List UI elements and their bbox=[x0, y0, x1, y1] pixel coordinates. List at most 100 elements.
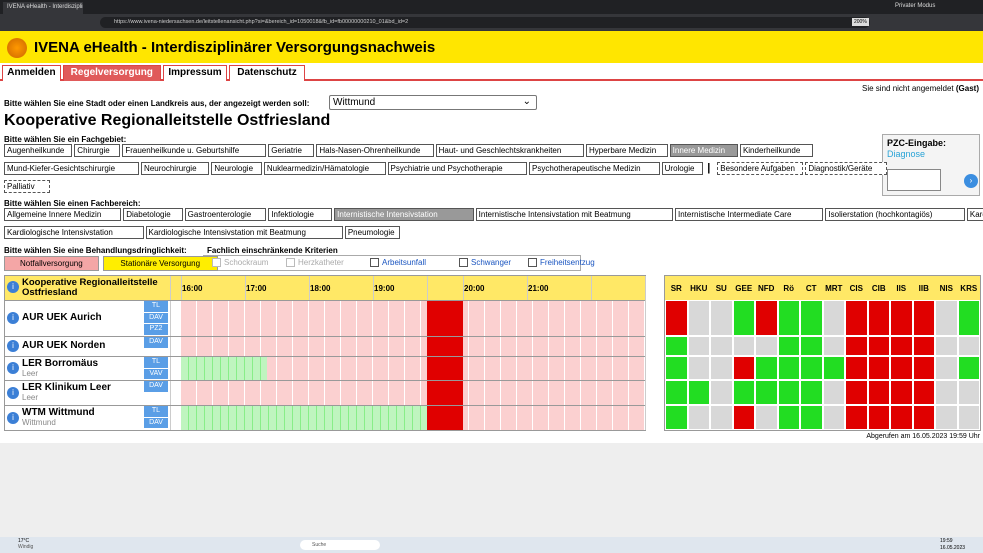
filter-button[interactable]: Infektiologie bbox=[268, 208, 333, 221]
city-selected: Wittmund bbox=[333, 97, 376, 108]
pzc-go[interactable]: › bbox=[964, 174, 978, 188]
pzc-input[interactable] bbox=[887, 169, 941, 191]
hospital-name[interactable]: LER Klinikum Leer bbox=[22, 382, 111, 393]
filter-button[interactable]: Besondere Aufgaben bbox=[717, 162, 804, 175]
filter-button[interactable]: Allgemeine Innere Medizin bbox=[4, 208, 122, 221]
status-column: HKU bbox=[690, 284, 708, 293]
filter-button[interactable]: Nuklearmedizin/Hämatologie bbox=[263, 162, 386, 175]
filter-button[interactable]: Internistische Intensivstation bbox=[334, 208, 474, 221]
filter-button[interactable]: Neurochirurgie bbox=[141, 162, 210, 175]
tab-bar: IVENA eHealth - Interdisziplinä Privater… bbox=[0, 0, 983, 14]
filter-button[interactable]: Hyperbare Medizin bbox=[586, 144, 668, 157]
tag[interactable]: TL bbox=[144, 406, 168, 417]
checkbox[interactable] bbox=[528, 258, 537, 267]
info-icon[interactable]: i bbox=[7, 281, 19, 293]
status-cell bbox=[800, 356, 823, 380]
filter-button[interactable]: Psychotherapeutische Medizin bbox=[529, 162, 660, 175]
status-cell bbox=[732, 300, 755, 336]
browser-tab[interactable]: IVENA eHealth - Interdisziplinä bbox=[3, 2, 83, 14]
status-cell bbox=[867, 336, 890, 356]
filter-button[interactable]: Internistische Intensivstation mit Beatm… bbox=[475, 208, 673, 221]
filter-button[interactable]: Internistische Intermediate Care bbox=[675, 208, 824, 221]
filter-button[interactable]: Kinderheilkunde bbox=[739, 144, 813, 157]
tag[interactable]: DAV bbox=[144, 417, 168, 428]
filter-button[interactable]: Palliativ bbox=[4, 180, 51, 193]
pzc-link[interactable]: Diagnose bbox=[887, 149, 926, 159]
hospital-name[interactable]: AUR UEK Aurich bbox=[22, 312, 102, 323]
tag[interactable]: TL bbox=[144, 357, 168, 368]
info-icon[interactable]: i bbox=[7, 340, 19, 352]
checkbox[interactable] bbox=[370, 258, 379, 267]
hospital-name[interactable]: AUR UEK Norden bbox=[22, 340, 106, 351]
criterion-label: Arbeitsunfall bbox=[382, 258, 427, 267]
status-cell bbox=[800, 300, 823, 336]
nav-tab[interactable]: Anmelden bbox=[2, 65, 61, 81]
filter-button[interactable]: Pneumologie bbox=[344, 226, 400, 239]
nav-tab[interactable]: Datenschutz bbox=[229, 65, 305, 81]
status-cell bbox=[890, 405, 913, 430]
filter-button[interactable]: Chirurgie bbox=[74, 144, 121, 157]
status-column: MRT bbox=[825, 284, 843, 293]
filter-button[interactable]: Urologie bbox=[661, 162, 704, 175]
hospital-name[interactable]: LER Borromäus bbox=[22, 358, 99, 369]
tag[interactable]: DAV bbox=[144, 381, 168, 392]
urgency-button[interactable]: Stationäre Versorgung bbox=[102, 256, 218, 271]
weather-temp: 17°C bbox=[18, 538, 30, 544]
tag[interactable]: PZ2 bbox=[144, 324, 168, 335]
filter-button[interactable]: Hals-Nasen-Ohrenheilkunde bbox=[316, 144, 434, 157]
filter-button[interactable]: Kardiologische Intensivstation bbox=[4, 226, 144, 239]
row-line bbox=[5, 380, 645, 381]
login-text: Sie sind nicht angemeldet bbox=[862, 84, 954, 93]
filter-button[interactable]: Geriatrie bbox=[268, 144, 315, 157]
status-cell bbox=[867, 405, 890, 430]
tag[interactable]: DAV bbox=[144, 312, 168, 323]
urgency-button[interactable]: Notfallversorgung bbox=[4, 256, 99, 271]
timeline-table: i Kooperative Regionalleitstelle Ostfries… bbox=[4, 275, 646, 431]
info-icon[interactable]: i bbox=[7, 362, 19, 374]
filter-button[interactable]: Kardiologie bbox=[966, 208, 983, 221]
nav: Anmelden Regelversorgung Impressum Datensch… bbox=[0, 63, 983, 81]
status-cell bbox=[822, 380, 845, 405]
time-label: 21:00 bbox=[528, 284, 549, 293]
tag[interactable]: TL bbox=[144, 301, 168, 312]
nav-tab[interactable]: Regelversorgung bbox=[62, 65, 161, 81]
status-cell bbox=[957, 336, 980, 356]
status-column: IIB bbox=[918, 284, 929, 293]
status-cell bbox=[867, 356, 890, 380]
status-cell bbox=[845, 336, 868, 356]
status-cell bbox=[687, 336, 710, 356]
filter-button[interactable]: Diagnostik/Geräte bbox=[805, 162, 887, 175]
filter-button[interactable]: Haut- und Geschlechtskrankheiten bbox=[435, 144, 584, 157]
city-select[interactable]: Wittmund ⌄ bbox=[329, 95, 537, 110]
nav-tab[interactable]: Impressum bbox=[162, 65, 228, 81]
url[interactable]: https://www.ivena-niedersachsen.de/leits… bbox=[100, 17, 870, 28]
timeline-cells bbox=[181, 357, 645, 380]
filter-button[interactable]: Neurologie bbox=[211, 162, 262, 175]
filter-button[interactable]: Kardiologische Intensivstation mit Beatm… bbox=[145, 226, 343, 239]
checkbox[interactable] bbox=[459, 258, 468, 267]
status-cell bbox=[912, 336, 935, 356]
hospital-name[interactable]: WTM Wittmund bbox=[22, 407, 95, 418]
filter-button[interactable]: Diabetologie bbox=[123, 208, 183, 221]
timeline-cells bbox=[181, 337, 645, 356]
info-icon[interactable]: i bbox=[7, 386, 19, 399]
timeline-now bbox=[427, 406, 463, 430]
filter-button[interactable]: Psychiatrie und Psychotherapie bbox=[387, 162, 528, 175]
status-cell bbox=[800, 380, 823, 405]
search[interactable]: Suche bbox=[300, 540, 380, 550]
filter-button[interactable]: Gastroenterologie bbox=[184, 208, 267, 221]
zoom[interactable]: 200% bbox=[852, 18, 869, 26]
filter-button[interactable]: Mund-Kiefer-Gesichtschirurgie bbox=[4, 162, 140, 175]
tag[interactable]: DAV bbox=[144, 337, 168, 348]
criterion-label: Schwanger bbox=[471, 258, 512, 267]
tag[interactable]: VAV bbox=[144, 368, 168, 379]
filter-button[interactable]: Innere Medizin bbox=[669, 144, 738, 157]
info-icon[interactable]: i bbox=[7, 411, 19, 424]
filter-button[interactable]: Isolierstation (hochkontagiös) bbox=[825, 208, 965, 221]
filter-button[interactable]: Augenheilkunde bbox=[4, 144, 73, 157]
dringlichkeit-label: Bitte wählen Sie eine Behandlungsdringli… bbox=[4, 246, 187, 255]
checkbox bbox=[286, 258, 295, 267]
filter-button[interactable]: Frauenheilkunde u. Geburtshilfe bbox=[122, 144, 267, 157]
info-icon[interactable]: i bbox=[7, 312, 19, 324]
